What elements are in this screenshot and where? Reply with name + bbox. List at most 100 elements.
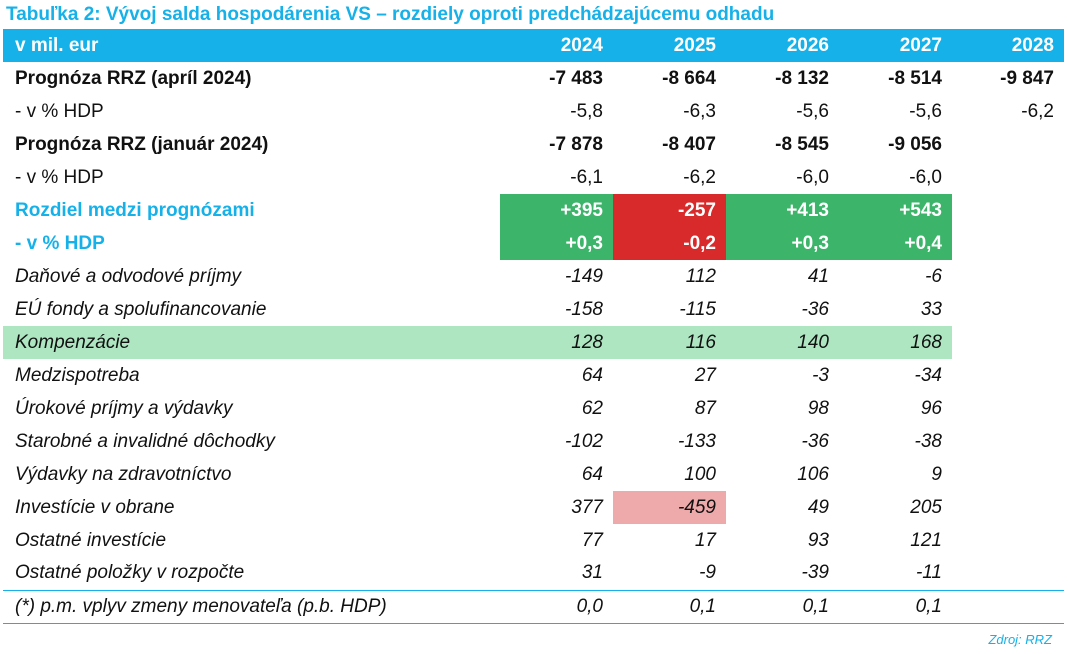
cell-value: 0,1 bbox=[613, 589, 726, 624]
cell-value bbox=[952, 161, 1064, 194]
cell-value: -39 bbox=[801, 562, 829, 584]
table-row: EÚ fondy a spolufinancovanie -158 -115 -… bbox=[3, 293, 1064, 326]
row-label: (*) p.m. vplyv zmeny menovateľa (p.b. HD… bbox=[3, 589, 500, 624]
cell-value: -5,6 bbox=[909, 100, 942, 122]
cell-value: 62 bbox=[581, 397, 603, 419]
year-2027: 2027 bbox=[839, 29, 952, 62]
cell-value bbox=[952, 260, 1064, 293]
cell-value-positive: +395 bbox=[500, 194, 613, 227]
cell-value: 17 bbox=[694, 529, 716, 551]
cell-value: 0,0 bbox=[500, 589, 613, 624]
cell-value bbox=[952, 589, 1064, 624]
cell-value: -115 bbox=[679, 298, 716, 320]
cell-value-negative: -257 bbox=[613, 194, 726, 227]
row-label: Medzispotreba bbox=[15, 364, 140, 386]
year-2024: 2024 bbox=[500, 29, 613, 62]
row-label: - v % HDP bbox=[15, 232, 105, 254]
cell-value: 93 bbox=[807, 529, 829, 551]
cell-value bbox=[952, 425, 1064, 458]
cell-value: -6,1 bbox=[570, 166, 603, 188]
cell-value: -38 bbox=[914, 430, 942, 452]
cell-value: 9 bbox=[931, 463, 942, 485]
table-row: Daňové a odvodové príjmy -149 112 41 -6 bbox=[3, 260, 1064, 293]
row-label: Investície v obrane bbox=[15, 496, 175, 518]
row-label: Prognóza RRZ (január 2024) bbox=[15, 133, 269, 155]
table-row: Starobné a invalidné dôchodky -102 -133 … bbox=[3, 425, 1064, 458]
row-label: Výdavky na zdravotníctvo bbox=[15, 463, 232, 485]
unit-label: v mil. eur bbox=[3, 29, 500, 62]
cell-value-negative: -0,2 bbox=[613, 227, 726, 260]
cell-value bbox=[952, 326, 1064, 359]
cell-value-positive: +0,3 bbox=[500, 227, 613, 260]
cell-value: -5,8 bbox=[570, 100, 603, 122]
cell-value: -6,0 bbox=[909, 166, 942, 188]
table-row: - v % HDP -6,1 -6,2 -6,0 -6,0 bbox=[3, 161, 1064, 194]
cell-value-positive: +0,3 bbox=[726, 227, 839, 260]
cell-value bbox=[952, 227, 1064, 260]
cell-value: 41 bbox=[807, 265, 829, 287]
forecast-table: v mil. eur 2024 2025 2026 2027 2028 Prog… bbox=[3, 29, 1064, 624]
year-2025: 2025 bbox=[613, 29, 726, 62]
cell-value: -34 bbox=[914, 364, 942, 386]
footnote-row: (*) p.m. vplyv zmeny menovateľa (p.b. HD… bbox=[3, 589, 1064, 624]
cell-value: 116 bbox=[613, 326, 726, 359]
table-row: Medzispotreba 64 27 -3 -34 bbox=[3, 359, 1064, 392]
table-row: Výdavky na zdravotníctvo 64 100 106 9 bbox=[3, 458, 1064, 491]
cell-value: 33 bbox=[920, 298, 942, 320]
cell-value: 31 bbox=[581, 562, 603, 584]
cell-value: -11 bbox=[915, 562, 942, 584]
cell-value: -9 056 bbox=[888, 133, 942, 155]
cell-value: -3 bbox=[812, 364, 829, 386]
cell-value: 27 bbox=[694, 364, 716, 386]
cell-value: -8 514 bbox=[888, 67, 942, 89]
cell-value: -7 483 bbox=[549, 67, 603, 89]
cell-value: -36 bbox=[801, 430, 829, 452]
table-title: Tabuľka 2: Vývoj salda hospodárenia VS –… bbox=[6, 4, 775, 25]
year-2028: 2028 bbox=[952, 29, 1064, 62]
cell-value bbox=[952, 194, 1064, 227]
cell-value: -8 664 bbox=[662, 67, 716, 89]
cell-value: 98 bbox=[807, 397, 829, 419]
cell-value: -9 bbox=[699, 562, 716, 584]
cell-value-positive: +0,4 bbox=[839, 227, 952, 260]
year-2026: 2026 bbox=[726, 29, 839, 62]
cell-value-positive: +543 bbox=[839, 194, 952, 227]
cell-value: -9 847 bbox=[1000, 67, 1054, 89]
table-row: Rozdiel medzi prognózami +395 -257 +413 … bbox=[3, 194, 1064, 227]
cell-value: -8 545 bbox=[775, 133, 829, 155]
cell-value bbox=[952, 458, 1064, 491]
cell-value: -6 bbox=[925, 265, 942, 287]
row-label: Kompenzácie bbox=[3, 326, 500, 359]
row-label: Starobné a invalidné dôchodky bbox=[15, 430, 275, 452]
cell-value: 49 bbox=[807, 496, 829, 518]
cell-value: 112 bbox=[685, 265, 716, 287]
cell-value: -6,2 bbox=[683, 166, 716, 188]
row-label: EÚ fondy a spolufinancovanie bbox=[15, 298, 267, 320]
cell-value bbox=[952, 128, 1064, 161]
row-label: - v % HDP bbox=[15, 100, 104, 122]
cell-value: -158 bbox=[564, 298, 603, 320]
cell-value: 168 bbox=[839, 326, 952, 359]
cell-value: 100 bbox=[684, 463, 716, 485]
header-row: v mil. eur 2024 2025 2026 2027 2028 bbox=[3, 29, 1064, 62]
table-row: Prognóza RRZ (január 2024) -7 878 -8 407… bbox=[3, 128, 1064, 161]
row-label: - v % HDP bbox=[15, 166, 104, 188]
table-row: Ostatné položky v rozpočte 31 -9 -39 -11 bbox=[3, 557, 1064, 590]
table-row: Úrokové príjmy a výdavky 62 87 98 96 bbox=[3, 392, 1064, 425]
cell-value: 121 bbox=[910, 529, 942, 551]
row-label: Prognóza RRZ (apríl 2024) bbox=[15, 67, 252, 89]
table-row-highlighted: Kompenzácie 128 116 140 168 bbox=[3, 326, 1064, 359]
cell-value bbox=[952, 293, 1064, 326]
cell-value bbox=[952, 524, 1064, 557]
cell-value bbox=[952, 557, 1064, 590]
cell-value-highlighted: -459 bbox=[613, 491, 726, 524]
table-row: Investície v obrane 377 -459 49 205 bbox=[3, 491, 1064, 524]
cell-value: 377 bbox=[571, 496, 603, 518]
cell-value: 0,1 bbox=[726, 589, 839, 624]
row-label: Ostatné investície bbox=[15, 529, 167, 551]
cell-value: 128 bbox=[500, 326, 613, 359]
cell-value: 140 bbox=[726, 326, 839, 359]
row-label: Daňové a odvodové príjmy bbox=[15, 265, 242, 287]
cell-value-positive: +413 bbox=[726, 194, 839, 227]
cell-value: -8 132 bbox=[775, 67, 829, 89]
